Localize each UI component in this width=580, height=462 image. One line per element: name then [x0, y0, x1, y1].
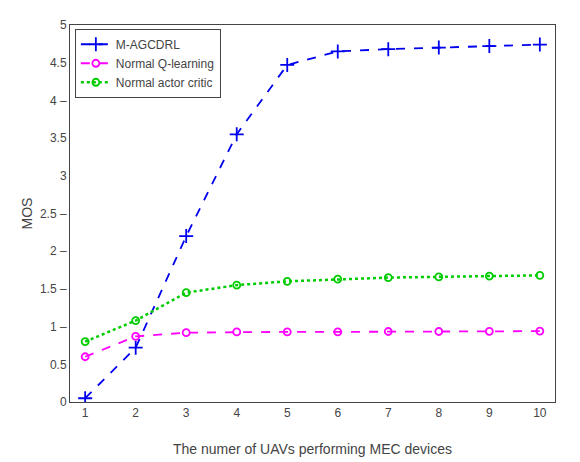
svg-text:2.5 –: 2.5 – — [40, 207, 67, 221]
svg-text:MOS: MOS — [19, 198, 35, 230]
svg-text:0.5: 0.5 — [50, 358, 67, 372]
svg-text:7: 7 — [385, 406, 392, 420]
svg-text:4: 4 — [233, 406, 240, 420]
svg-text:2: 2 — [132, 406, 139, 420]
svg-text:1: 1 — [82, 406, 89, 420]
svg-text:2 –: 2 – — [50, 244, 67, 258]
svg-text:8: 8 — [435, 406, 442, 420]
svg-text:Normal actor critic: Normal actor critic — [116, 76, 213, 90]
svg-text:9: 9 — [486, 406, 493, 420]
svg-text:3: 3 — [183, 406, 190, 420]
svg-text:5: 5 — [60, 18, 67, 32]
svg-text:6: 6 — [334, 406, 341, 420]
svg-text:5: 5 — [284, 406, 291, 420]
svg-text:3.5: 3.5 — [50, 131, 67, 145]
svg-text:The numer of UAVs performing M: The numer of UAVs performing MEC devices — [173, 441, 452, 457]
svg-text:1 –: 1 – — [50, 320, 67, 334]
svg-text:Normal Q-learning: Normal Q-learning — [116, 57, 214, 71]
svg-text:M-AGCDRL: M-AGCDRL — [116, 38, 180, 52]
svg-text:4 –: 4 – — [50, 94, 67, 108]
svg-text:3: 3 — [60, 169, 67, 183]
svg-text:10: 10 — [533, 406, 547, 420]
svg-text:4.5: 4.5 — [50, 56, 67, 70]
svg-text:1.5 –: 1.5 – — [40, 282, 67, 296]
svg-text:0: 0 — [60, 395, 67, 409]
